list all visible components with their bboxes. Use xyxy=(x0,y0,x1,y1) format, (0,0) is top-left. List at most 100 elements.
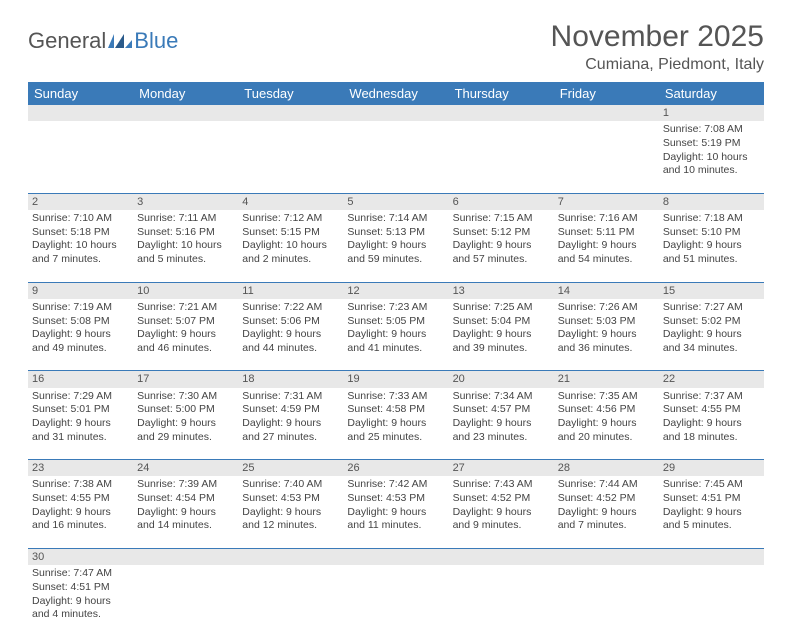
day-cell: Sunrise: 7:47 AMSunset: 4:51 PMDaylight:… xyxy=(28,565,133,637)
day-cell: Sunrise: 7:12 AMSunset: 5:15 PMDaylight:… xyxy=(238,210,343,282)
day-number: 6 xyxy=(449,193,554,210)
daylight-text: Daylight: 9 hours and 18 minutes. xyxy=(663,417,760,444)
day-cell xyxy=(659,565,764,637)
day-number: 22 xyxy=(659,371,764,388)
day-number: 3 xyxy=(133,193,238,210)
sunrise-text: Sunrise: 7:42 AM xyxy=(347,478,444,492)
sunset-text: Sunset: 5:12 PM xyxy=(453,226,550,240)
day-cell: Sunrise: 7:18 AMSunset: 5:10 PMDaylight:… xyxy=(659,210,764,282)
day-number: 18 xyxy=(238,371,343,388)
daylight-text: Daylight: 10 hours and 7 minutes. xyxy=(32,239,129,266)
day-cell: Sunrise: 7:16 AMSunset: 5:11 PMDaylight:… xyxy=(554,210,659,282)
daylight-text: Daylight: 9 hours and 29 minutes. xyxy=(137,417,234,444)
day-cell: Sunrise: 7:42 AMSunset: 4:53 PMDaylight:… xyxy=(343,476,448,548)
day-number xyxy=(343,548,448,565)
day-number: 5 xyxy=(343,193,448,210)
daynum-row: 16171819202122 xyxy=(28,371,764,388)
day-cell: Sunrise: 7:33 AMSunset: 4:58 PMDaylight:… xyxy=(343,388,448,460)
day-cell xyxy=(554,121,659,193)
day-number xyxy=(238,105,343,121)
day-number: 21 xyxy=(554,371,659,388)
daynum-row: 1 xyxy=(28,105,764,121)
day-number: 14 xyxy=(554,282,659,299)
sunrise-text: Sunrise: 7:14 AM xyxy=(347,212,444,226)
day-header-cell: Wednesday xyxy=(343,82,448,105)
day-header-cell: Saturday xyxy=(659,82,764,105)
sunrise-text: Sunrise: 7:44 AM xyxy=(558,478,655,492)
sunset-text: Sunset: 4:59 PM xyxy=(242,403,339,417)
daylight-text: Daylight: 9 hours and 20 minutes. xyxy=(558,417,655,444)
daylight-text: Daylight: 9 hours and 5 minutes. xyxy=(663,506,760,533)
sunrise-text: Sunrise: 7:27 AM xyxy=(663,301,760,315)
day-cell: Sunrise: 7:11 AMSunset: 5:16 PMDaylight:… xyxy=(133,210,238,282)
sunrise-text: Sunrise: 7:38 AM xyxy=(32,478,129,492)
daylight-text: Daylight: 9 hours and 9 minutes. xyxy=(453,506,550,533)
day-number: 16 xyxy=(28,371,133,388)
daylight-text: Daylight: 9 hours and 41 minutes. xyxy=(347,328,444,355)
day-number xyxy=(343,105,448,121)
day-cell: Sunrise: 7:19 AMSunset: 5:08 PMDaylight:… xyxy=(28,299,133,371)
week-row: Sunrise: 7:19 AMSunset: 5:08 PMDaylight:… xyxy=(28,299,764,371)
sunrise-text: Sunrise: 7:39 AM xyxy=(137,478,234,492)
day-number: 7 xyxy=(554,193,659,210)
sunrise-text: Sunrise: 7:33 AM xyxy=(347,390,444,404)
sunrise-text: Sunrise: 7:30 AM xyxy=(137,390,234,404)
sunset-text: Sunset: 5:16 PM xyxy=(137,226,234,240)
daynum-row: 30 xyxy=(28,548,764,565)
day-cell xyxy=(554,565,659,637)
daylight-text: Daylight: 9 hours and 54 minutes. xyxy=(558,239,655,266)
sunset-text: Sunset: 5:05 PM xyxy=(347,315,444,329)
sunset-text: Sunset: 5:04 PM xyxy=(453,315,550,329)
sunrise-text: Sunrise: 7:43 AM xyxy=(453,478,550,492)
day-cell: Sunrise: 7:37 AMSunset: 4:55 PMDaylight:… xyxy=(659,388,764,460)
week-row: Sunrise: 7:10 AMSunset: 5:18 PMDaylight:… xyxy=(28,210,764,282)
day-number: 12 xyxy=(343,282,448,299)
sunset-text: Sunset: 4:57 PM xyxy=(453,403,550,417)
day-header-cell: Thursday xyxy=(449,82,554,105)
page-subtitle: Cumiana, Piedmont, Italy xyxy=(551,56,764,74)
day-cell: Sunrise: 7:34 AMSunset: 4:57 PMDaylight:… xyxy=(449,388,554,460)
sunset-text: Sunset: 4:55 PM xyxy=(663,403,760,417)
day-number: 27 xyxy=(449,460,554,477)
day-cell: Sunrise: 7:15 AMSunset: 5:12 PMDaylight:… xyxy=(449,210,554,282)
day-cell: Sunrise: 7:31 AMSunset: 4:59 PMDaylight:… xyxy=(238,388,343,460)
day-number: 1 xyxy=(659,105,764,121)
sunrise-text: Sunrise: 7:29 AM xyxy=(32,390,129,404)
day-number: 24 xyxy=(133,460,238,477)
day-cell: Sunrise: 7:35 AMSunset: 4:56 PMDaylight:… xyxy=(554,388,659,460)
day-number: 13 xyxy=(449,282,554,299)
sunset-text: Sunset: 5:02 PM xyxy=(663,315,760,329)
daylight-text: Daylight: 9 hours and 14 minutes. xyxy=(137,506,234,533)
sunset-text: Sunset: 5:13 PM xyxy=(347,226,444,240)
header: GeneralBlue November 2025 Cumiana, Piedm… xyxy=(28,20,764,74)
day-number: 17 xyxy=(133,371,238,388)
day-cell: Sunrise: 7:44 AMSunset: 4:52 PMDaylight:… xyxy=(554,476,659,548)
sunset-text: Sunset: 4:56 PM xyxy=(558,403,655,417)
daynum-row: 9101112131415 xyxy=(28,282,764,299)
day-cell xyxy=(133,121,238,193)
day-number: 20 xyxy=(449,371,554,388)
week-row: Sunrise: 7:29 AMSunset: 5:01 PMDaylight:… xyxy=(28,388,764,460)
day-cell: Sunrise: 7:39 AMSunset: 4:54 PMDaylight:… xyxy=(133,476,238,548)
day-number: 15 xyxy=(659,282,764,299)
daylight-text: Daylight: 9 hours and 12 minutes. xyxy=(242,506,339,533)
sunrise-text: Sunrise: 7:22 AM xyxy=(242,301,339,315)
title-block: November 2025 Cumiana, Piedmont, Italy xyxy=(551,20,764,74)
sunset-text: Sunset: 4:54 PM xyxy=(137,492,234,506)
sunset-text: Sunset: 5:03 PM xyxy=(558,315,655,329)
sunset-text: Sunset: 5:18 PM xyxy=(32,226,129,240)
day-cell: Sunrise: 7:30 AMSunset: 5:00 PMDaylight:… xyxy=(133,388,238,460)
sunrise-text: Sunrise: 7:18 AM xyxy=(663,212,760,226)
day-header-cell: Friday xyxy=(554,82,659,105)
day-number: 11 xyxy=(238,282,343,299)
sunrise-text: Sunrise: 7:37 AM xyxy=(663,390,760,404)
day-cell: Sunrise: 7:22 AMSunset: 5:06 PMDaylight:… xyxy=(238,299,343,371)
day-number xyxy=(133,548,238,565)
daylight-text: Daylight: 9 hours and 57 minutes. xyxy=(453,239,550,266)
day-cell: Sunrise: 7:23 AMSunset: 5:05 PMDaylight:… xyxy=(343,299,448,371)
day-cell xyxy=(238,121,343,193)
daylight-text: Daylight: 10 hours and 10 minutes. xyxy=(663,151,760,178)
sunrise-text: Sunrise: 7:19 AM xyxy=(32,301,129,315)
day-cell: Sunrise: 7:26 AMSunset: 5:03 PMDaylight:… xyxy=(554,299,659,371)
sunrise-text: Sunrise: 7:15 AM xyxy=(453,212,550,226)
